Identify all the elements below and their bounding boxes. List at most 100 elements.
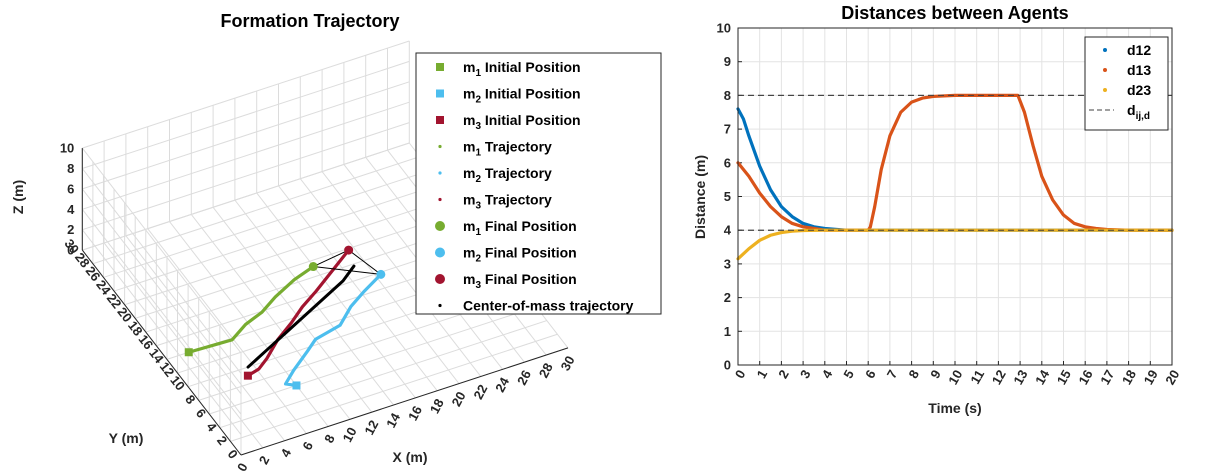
legend-label-subscript: ij,d: [1136, 111, 1150, 122]
plot2d-legend: d12 d13 d23 dij,d: [1084, 36, 1169, 131]
grid-floor-y: [219, 320, 547, 429]
x-tick-label: 12: [989, 367, 1009, 387]
legend-label-base: m: [463, 271, 475, 287]
grid-floor-x: [234, 199, 394, 406]
legend-label-text: Final Position: [481, 245, 577, 261]
legend-label-subscript: 1: [475, 68, 481, 79]
grid-floor-y: [135, 210, 463, 319]
y-tick-label: 5: [724, 189, 731, 204]
x-tick-label: 19: [1141, 367, 1161, 387]
plot2d-title: Distances between Agents: [841, 3, 1068, 23]
legend-label-subscript: 1: [475, 227, 481, 238]
legend-label: Center-of-mass trajectory: [463, 298, 634, 314]
x-tick-label: 18: [427, 396, 447, 416]
x-tick-label: 17: [1097, 367, 1117, 387]
legend-label: m2 Trajectory: [463, 165, 552, 185]
plot3d-x-label: X (m): [393, 449, 428, 465]
y-tick-label: 2: [724, 290, 731, 305]
series-d13: [736, 93, 1174, 232]
z-tick-label: 2: [67, 222, 74, 237]
y-tick-label: 0: [724, 358, 731, 373]
grid-floor-y: [92, 156, 421, 265]
legend-label-subscript: 2: [475, 95, 481, 106]
y-axis-line: [81, 249, 242, 456]
grid-back-z: [82, 122, 410, 231]
legend-label-base: d12: [1127, 42, 1151, 58]
legend-label-base: d13: [1127, 62, 1151, 78]
legend-label: m3 Trajectory: [463, 192, 552, 212]
plot2d-x-label: Time (s): [928, 400, 981, 416]
initial-position-m1: [184, 348, 193, 357]
grid-floor-x: [125, 235, 285, 442]
legend-marker: [436, 89, 444, 98]
grid-floor-y: [124, 197, 452, 306]
x-tick-label: 28: [536, 361, 556, 381]
legend-label-base: m: [463, 245, 475, 261]
legend-label-text: Initial Position: [481, 112, 581, 128]
x-tick-label: 20: [449, 389, 469, 409]
grid-side-z: [81, 168, 242, 374]
legend-marker: [438, 171, 442, 175]
grid-side-z: [81, 188, 242, 395]
final-position-m1: [308, 262, 318, 272]
legend-label-base: m: [463, 86, 475, 102]
grid-floor-y: [209, 306, 537, 415]
legend-marker: [435, 274, 445, 284]
plot3d-formation-triangle: [311, 249, 383, 276]
final-position-m2: [376, 269, 386, 279]
plot2d-legend-entries: d12 d13 d23 dij,d: [1089, 42, 1151, 122]
legend-label: dij,d: [1127, 102, 1150, 122]
trajectory-m1: [187, 264, 315, 354]
grid-back-z: [82, 81, 410, 190]
legend-label-text: Initial Position: [481, 86, 581, 102]
z-tick-label: 6: [67, 181, 74, 196]
legend-marker: [435, 221, 445, 231]
plot3d-axes: [81, 148, 569, 456]
legend-marker: [1103, 68, 1107, 72]
legend-marker: [1103, 88, 1107, 92]
grid-floor-x: [256, 192, 416, 399]
grid-floor-x: [321, 171, 482, 377]
plot3d-markers: [184, 245, 386, 390]
legend-label: m3 Final Position: [463, 271, 577, 291]
y-tick-label: 10: [717, 21, 731, 36]
plot2d-y-label: Distance (m): [692, 155, 708, 239]
z-tick-label: 10: [60, 141, 74, 156]
plot3d-z-label: Z (m): [10, 180, 26, 214]
grid-floor-x: [212, 206, 373, 413]
legend-label-text: Final Position: [481, 218, 577, 234]
x-tick-label: 18: [1119, 367, 1139, 387]
y-tick-label: 6: [724, 155, 731, 170]
legend-label: m2 Final Position: [463, 245, 577, 265]
legend-label: m1 Trajectory: [463, 139, 552, 159]
legend-label: m3 Initial Position: [463, 112, 581, 132]
legend-label-text: Trajectory: [481, 192, 552, 208]
grid-floor-x: [278, 185, 438, 392]
x-tick-label: 20: [1162, 367, 1182, 387]
trajectory-m3: [246, 248, 351, 378]
z-tick-label: 4: [67, 202, 75, 217]
legend-label-subscript: 1: [475, 148, 481, 159]
y-tick-label: 1: [724, 324, 731, 339]
legend-label-subscript: 2: [475, 174, 481, 185]
y-tick-label: 3: [724, 256, 731, 271]
legend-marker: [438, 303, 442, 308]
grid-floor-x: [147, 228, 307, 434]
y-tick-label: 7: [724, 122, 731, 137]
x-tick-label: 13: [1010, 367, 1030, 387]
legend-marker: [1103, 48, 1107, 52]
legend-label-base: d23: [1127, 82, 1151, 98]
legend-label-base: m: [463, 139, 475, 155]
legend-label: m1 Initial Position: [463, 59, 581, 79]
x-axis-line: [240, 347, 569, 456]
legend-label-base: m: [463, 218, 475, 234]
legend-marker: [435, 247, 445, 258]
grid-floor-x: [299, 178, 460, 384]
grid-floor-y: [113, 183, 442, 292]
initial-position-m2: [292, 381, 301, 390]
plot2d: Distances between Agents 0 1 2 3 4 5 6 7 8 9 10 11 1…: [692, 3, 1182, 416]
x-tick-label: 26: [514, 368, 534, 388]
